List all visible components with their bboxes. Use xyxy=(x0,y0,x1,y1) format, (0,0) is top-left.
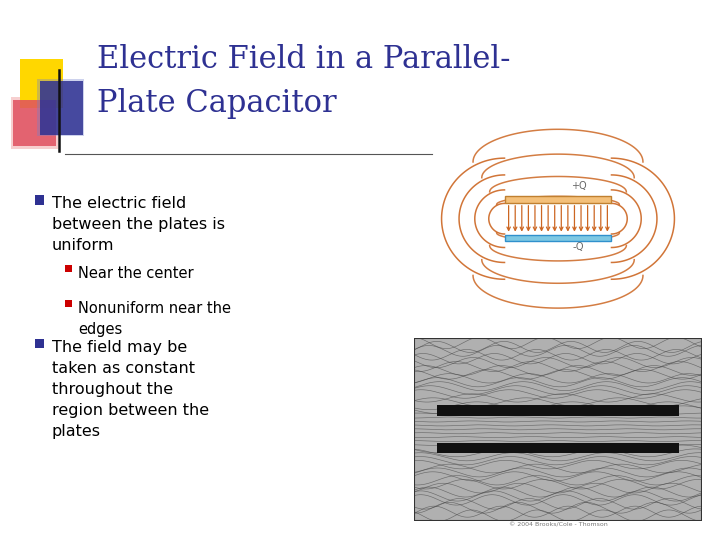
Text: Nonuniform near the
edges: Nonuniform near the edges xyxy=(78,301,230,337)
Text: The electric field
between the plates is
uniform: The electric field between the plates is… xyxy=(52,196,225,253)
Bar xyxy=(505,234,611,241)
Text: Electric Field in a Parallel-: Electric Field in a Parallel- xyxy=(97,44,510,75)
Text: The field may be
taken as constant
throughout the
region between the
plates: The field may be taken as constant throu… xyxy=(52,340,209,439)
Bar xyxy=(11,97,58,149)
Bar xyxy=(20,59,63,108)
Bar xyxy=(35,195,44,205)
Text: © 2004 Brooks/Cole - Thomson: © 2004 Brooks/Cole - Thomson xyxy=(508,522,608,528)
Text: Plate Capacitor: Plate Capacitor xyxy=(97,88,337,119)
Bar xyxy=(13,100,56,146)
Text: -Q: -Q xyxy=(573,242,585,253)
Bar xyxy=(65,265,72,272)
Bar xyxy=(37,79,84,136)
Bar xyxy=(437,443,679,453)
Text: +Q: +Q xyxy=(571,181,586,191)
Bar xyxy=(40,81,83,135)
Text: Near the center: Near the center xyxy=(78,266,194,281)
Bar xyxy=(505,196,611,203)
Bar xyxy=(437,406,679,416)
Bar xyxy=(35,339,44,348)
Bar xyxy=(65,300,72,307)
